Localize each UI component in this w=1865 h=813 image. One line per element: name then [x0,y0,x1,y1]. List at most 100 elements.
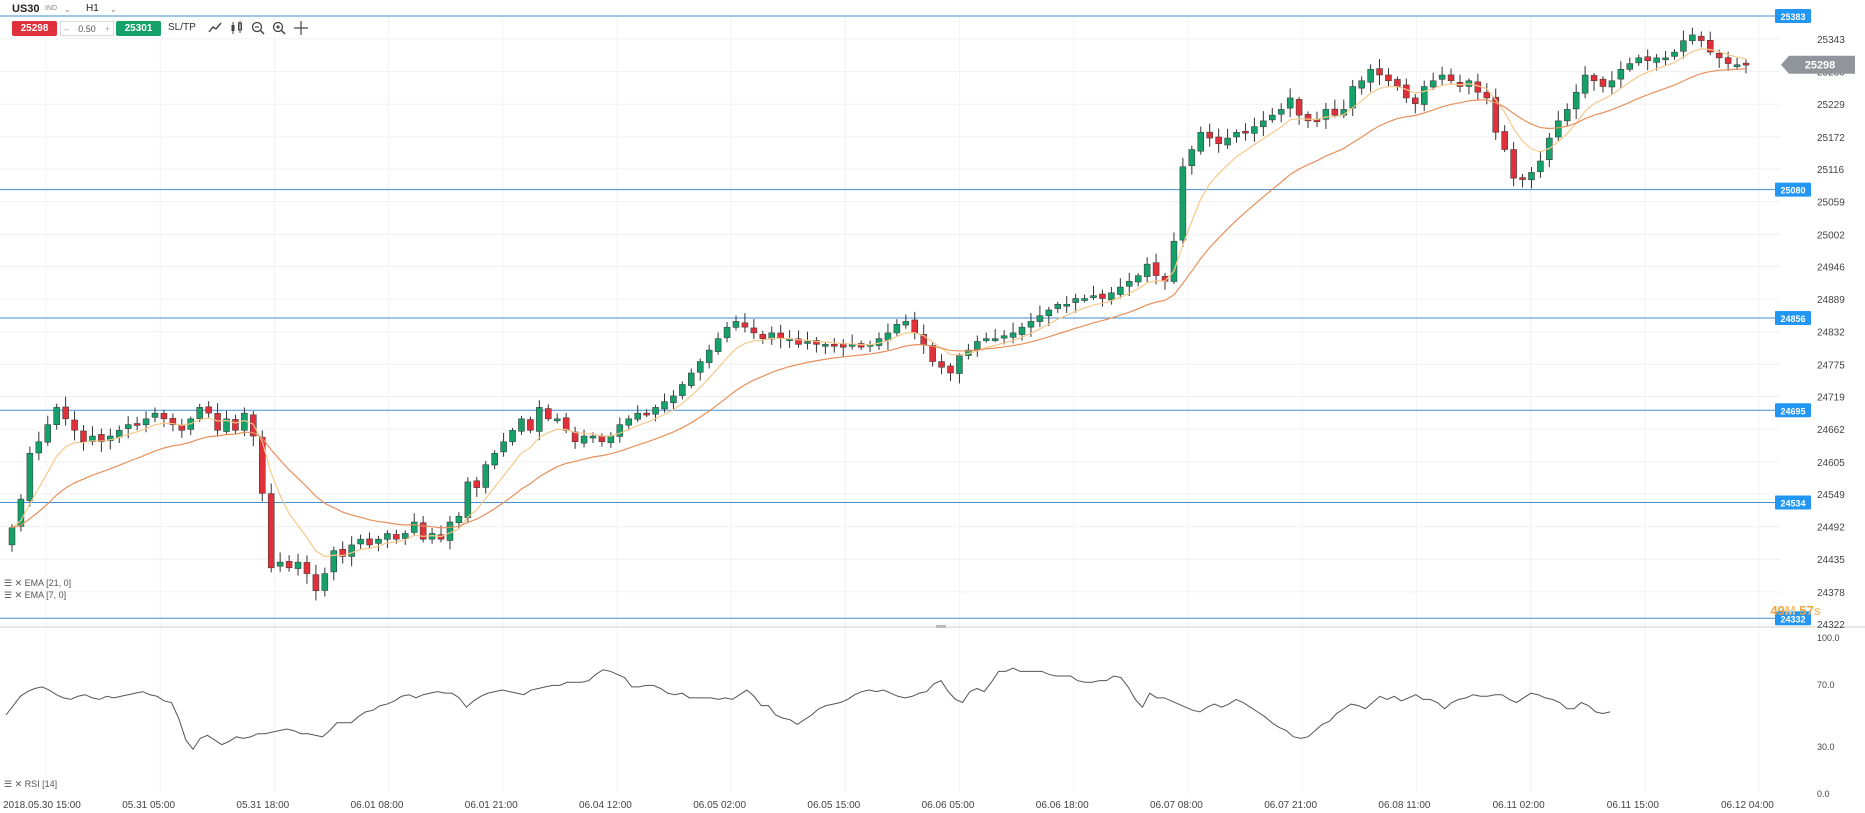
candle-body [1215,136,1222,145]
candle-body [974,341,981,350]
candle-body [1260,120,1267,128]
candle-body [366,538,373,546]
level-badge-label: 24856 [1780,314,1805,324]
candle-body [723,326,731,339]
candle-body [562,417,570,431]
candle-body [1510,149,1517,179]
candle-body [17,498,25,527]
sltp-button[interactable]: SL/TP [168,22,196,33]
candle-body [1206,131,1213,139]
candle-body [616,424,624,437]
candle-body [410,521,418,533]
candle-body [1099,293,1106,299]
x-tick-label: 06.11 02:00 [1493,800,1546,811]
menu-icon[interactable]: ☰ [4,578,13,588]
zoom-out-icon[interactable] [250,20,266,36]
candle-body [1563,109,1571,122]
close-icon[interactable]: ✕ [14,590,23,600]
level-badge [1775,310,1811,325]
candle-body [1698,35,1705,41]
candle-body [26,452,34,501]
candle-countdown: 49M 57s [1770,603,1821,618]
symbol-type-badge: IND [45,5,58,12]
x-tick-label: 06.12 04:00 [1721,800,1774,811]
candle-body [1447,74,1455,82]
candle-body [580,435,588,444]
candle-body [1367,69,1374,83]
ema21-label: EMA [21, 0] [24,578,72,588]
level-badge [1775,182,1811,197]
ema21-legend[interactable]: ☰ ✕ EMA [21, 0] [4,578,71,589]
candle-body [831,344,838,347]
level-badge [1775,403,1811,418]
candle-body [714,338,722,352]
candle-body [1608,80,1616,88]
candle-body [98,434,105,443]
candle-body [1715,52,1723,59]
candle-body [312,574,320,592]
candle-body [1269,114,1276,121]
buy-button[interactable]: 25301 [116,21,161,36]
rsi-legend[interactable]: ☰ ✕ RSI [14] [4,779,57,790]
candle-body [679,384,686,396]
candle-body [1733,64,1741,67]
candlestick-type-icon[interactable] [229,20,245,36]
candle-body [89,435,96,442]
candle-body [1251,126,1258,134]
candle-body [1045,309,1053,317]
candle-body [1188,149,1196,167]
close-icon[interactable]: ✕ [14,779,23,789]
candle-body [822,344,829,347]
menu-icon[interactable]: ☰ [4,779,13,789]
close-icon[interactable]: ✕ [14,578,23,588]
candle-body [1143,263,1151,277]
menu-icon[interactable]: ☰ [4,590,13,600]
candle-body [1581,74,1589,94]
candle-body [1394,79,1401,87]
candle-body [169,418,177,425]
ema7-legend[interactable]: ☰ ✕ EMA [7, 0] [4,590,66,601]
candle-body [8,527,16,546]
candle-body [813,340,820,345]
minus-icon[interactable]: – [64,24,70,34]
candle-body [1483,92,1491,99]
plus-icon[interactable]: + [104,24,110,34]
timeframe-selector[interactable]: H1 [86,3,99,14]
symbol-dropdown-chevron-down-icon[interactable]: ⌄ [64,5,71,14]
x-tick-label: 06.01 21:00 [465,800,518,811]
candle-body [1090,295,1097,298]
candle-body [1617,69,1625,80]
candle-body [1134,275,1142,283]
candle-body [1358,80,1365,89]
candle-body [35,441,43,454]
candle-body [500,441,507,453]
candle-body [1653,57,1660,63]
candle-body [1689,34,1696,42]
candle-body [464,481,472,518]
sell-button[interactable]: 25298 [12,21,57,36]
candle-body [1117,286,1124,295]
candle-body [1295,99,1303,116]
y-tick-label: 24605 [1817,458,1845,469]
symbol-name[interactable]: US30 [12,3,40,15]
y-tick-label: 25059 [1817,198,1845,209]
candle-body [178,424,186,431]
candle-body [1742,62,1750,66]
crosshair-icon[interactable] [293,20,309,36]
candle-body [1349,86,1356,109]
line-chart-icon[interactable] [207,20,223,36]
candle-body [80,430,87,443]
level-badge-label: 25080 [1780,186,1805,196]
candle-body [393,534,400,540]
ema-21-line [11,68,1747,529]
zoom-in-icon[interactable] [271,20,287,36]
candle-body [983,338,990,341]
candle-body [607,435,615,443]
candle-body [357,538,364,545]
timeframe-dropdown-chevron-down-icon[interactable]: ⌄ [110,5,117,14]
spread-box: – 0.50 + [60,21,114,36]
y-tick-label: 24946 [1817,262,1845,273]
candle-body [991,338,999,341]
candle-body [893,324,901,334]
